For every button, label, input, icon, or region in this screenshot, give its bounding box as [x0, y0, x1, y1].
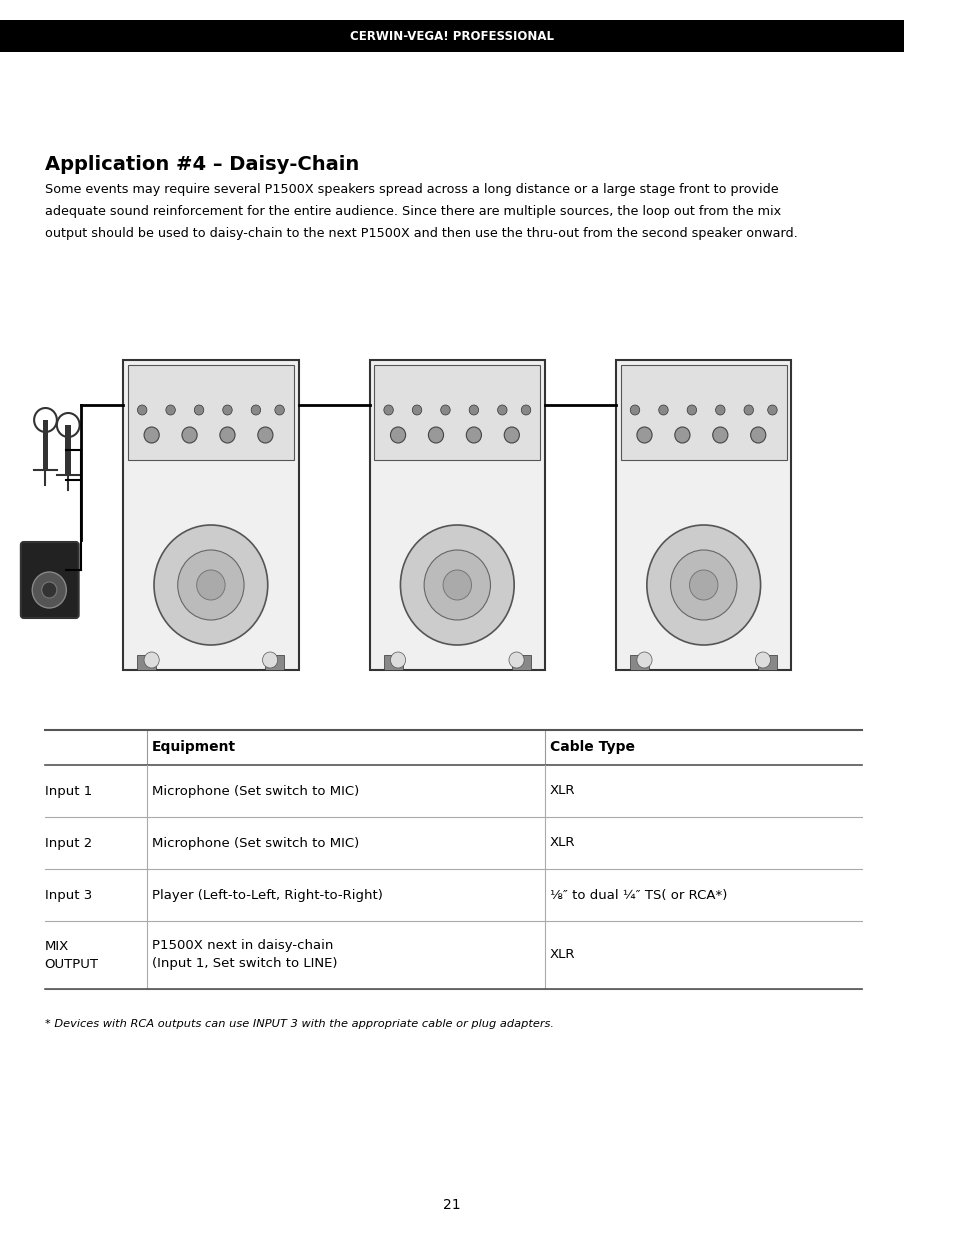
- Circle shape: [144, 427, 159, 443]
- Circle shape: [219, 427, 234, 443]
- Circle shape: [428, 427, 443, 443]
- Circle shape: [755, 652, 770, 668]
- Circle shape: [400, 525, 514, 645]
- Circle shape: [222, 405, 232, 415]
- Text: Equipment: Equipment: [152, 741, 235, 755]
- Circle shape: [137, 405, 147, 415]
- Text: ⅛″ to dual ¼″ TS( or RCA*): ⅛″ to dual ¼″ TS( or RCA*): [549, 888, 726, 902]
- Text: Microphone (Set switch to MIC): Microphone (Set switch to MIC): [152, 784, 358, 798]
- Circle shape: [390, 427, 405, 443]
- Bar: [123, 359, 298, 671]
- Circle shape: [262, 652, 277, 668]
- Circle shape: [469, 405, 478, 415]
- Circle shape: [194, 405, 204, 415]
- Circle shape: [42, 582, 57, 598]
- Text: Application #4 – Daisy-Chain: Application #4 – Daisy-Chain: [45, 156, 358, 174]
- Text: Player (Left-to-Left, Right-to-Right): Player (Left-to-Left, Right-to-Right): [152, 888, 382, 902]
- Circle shape: [497, 405, 507, 415]
- Bar: [383, 655, 402, 671]
- Circle shape: [257, 427, 273, 443]
- Circle shape: [508, 652, 523, 668]
- Bar: [66, 425, 71, 475]
- Text: Input 3: Input 3: [45, 888, 91, 902]
- Bar: [369, 359, 544, 671]
- Circle shape: [767, 405, 777, 415]
- Text: Input 1: Input 1: [45, 784, 91, 798]
- Circle shape: [424, 550, 490, 620]
- Circle shape: [251, 405, 260, 415]
- Circle shape: [274, 405, 284, 415]
- Circle shape: [689, 571, 718, 600]
- Circle shape: [442, 571, 471, 600]
- Text: Input 2: Input 2: [45, 836, 91, 850]
- Circle shape: [177, 550, 244, 620]
- Circle shape: [32, 572, 67, 608]
- Bar: [511, 655, 530, 671]
- Text: Some events may require several P1500X speakers spread across a long distance or: Some events may require several P1500X s…: [45, 183, 778, 196]
- Circle shape: [715, 405, 724, 415]
- Bar: [265, 655, 284, 671]
- Text: XLR: XLR: [549, 948, 575, 962]
- Text: P1500X next in daisy-chain
(Input 1, Set switch to LINE): P1500X next in daisy-chain (Input 1, Set…: [152, 940, 336, 971]
- Circle shape: [390, 652, 405, 668]
- Bar: [128, 366, 294, 459]
- Text: Cable Type: Cable Type: [549, 741, 634, 755]
- Circle shape: [637, 652, 652, 668]
- Circle shape: [466, 427, 481, 443]
- Circle shape: [504, 427, 518, 443]
- Text: XLR: XLR: [549, 836, 575, 850]
- Text: XLR: XLR: [549, 784, 575, 798]
- Text: * Devices with RCA outputs can use INPUT 3 with the appropriate cable or plug ad: * Devices with RCA outputs can use INPUT…: [45, 1019, 553, 1029]
- Text: MIX
OUTPUT: MIX OUTPUT: [45, 940, 98, 971]
- Circle shape: [646, 525, 760, 645]
- Bar: [630, 655, 649, 671]
- Bar: [137, 655, 156, 671]
- Circle shape: [750, 427, 765, 443]
- Circle shape: [630, 405, 639, 415]
- Circle shape: [383, 405, 393, 415]
- Circle shape: [520, 405, 530, 415]
- Circle shape: [196, 571, 225, 600]
- Circle shape: [153, 525, 268, 645]
- Circle shape: [440, 405, 450, 415]
- Bar: [374, 366, 539, 459]
- FancyBboxPatch shape: [21, 542, 78, 618]
- Bar: [616, 359, 791, 671]
- Circle shape: [712, 427, 727, 443]
- Circle shape: [637, 427, 652, 443]
- Text: output should be used to daisy-chain to the next P1500X and then use the thru-ou: output should be used to daisy-chain to …: [45, 227, 797, 240]
- Text: adequate sound reinforcement for the entire audience. Since there are multiple s: adequate sound reinforcement for the ent…: [45, 205, 780, 219]
- Text: Microphone (Set switch to MIC): Microphone (Set switch to MIC): [152, 836, 358, 850]
- Text: CERWIN-VEGA! PROFESSIONAL: CERWIN-VEGA! PROFESSIONAL: [350, 30, 554, 42]
- Circle shape: [743, 405, 753, 415]
- Circle shape: [182, 427, 197, 443]
- Circle shape: [412, 405, 421, 415]
- Bar: [0, 20, 903, 52]
- Bar: [758, 655, 777, 671]
- Bar: [620, 366, 786, 459]
- Circle shape: [144, 652, 159, 668]
- Circle shape: [670, 550, 736, 620]
- Text: 21: 21: [443, 1198, 460, 1212]
- Circle shape: [686, 405, 696, 415]
- Circle shape: [658, 405, 667, 415]
- Circle shape: [674, 427, 689, 443]
- Bar: [43, 420, 49, 471]
- Bar: [45, 730, 862, 764]
- Circle shape: [166, 405, 175, 415]
